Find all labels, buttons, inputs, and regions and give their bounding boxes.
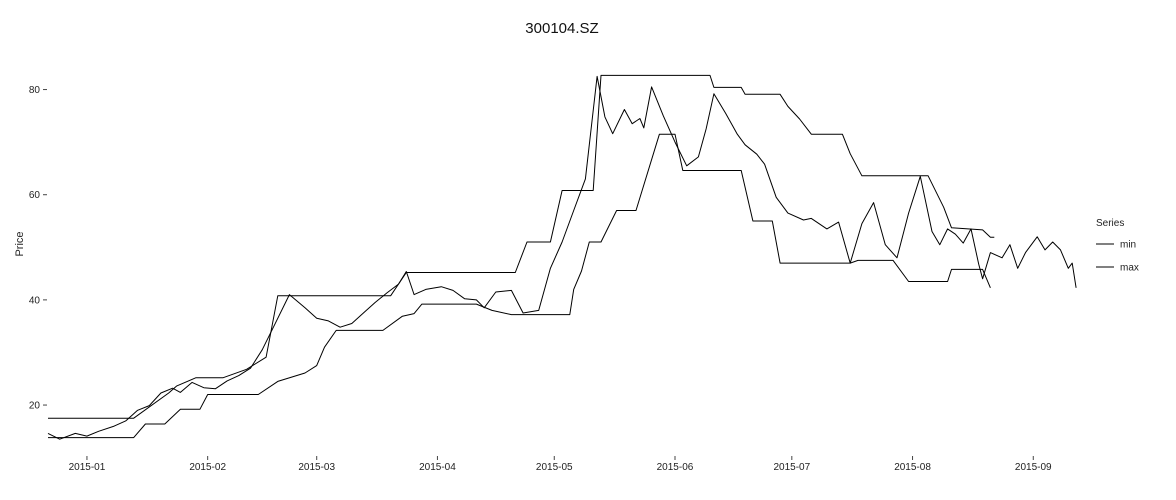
- series-line-max: [48, 133, 991, 439]
- y-axis: 20 40 60 80: [29, 85, 47, 412]
- x-axis: 2015-01 2015-02 2015-03 2015-04 2015-05 2015-…: [69, 456, 1052, 473]
- x-tick-label: 2015-04: [419, 462, 456, 473]
- x-tick-label: 2015-01: [69, 462, 106, 473]
- x-tick-label: 2015-06: [657, 462, 694, 473]
- x-tick-label: 2015-05: [536, 462, 573, 473]
- legend-label-max: max: [1120, 263, 1139, 274]
- y-tick-label: 60: [29, 190, 41, 201]
- x-tick-label: 2015-09: [1015, 462, 1052, 473]
- y-tick-label: 80: [29, 85, 41, 96]
- series-line-min: [48, 74, 995, 419]
- series-line-series-3: [47, 75, 1077, 440]
- legend: Series min max: [1096, 218, 1139, 274]
- x-tick-label: 2015-07: [773, 462, 810, 473]
- legend-title: Series: [1096, 218, 1124, 229]
- chart-title: 300104.SZ: [525, 20, 599, 37]
- y-tick-label: 40: [29, 295, 41, 306]
- x-tick-label: 2015-08: [894, 462, 931, 473]
- x-tick-label: 2015-02: [189, 462, 226, 473]
- x-tick-label: 2015-03: [298, 462, 335, 473]
- legend-label-min: min: [1120, 240, 1136, 251]
- y-tick-label: 20: [29, 401, 41, 412]
- y-axis-title: Price: [14, 231, 26, 256]
- plot-area: [47, 74, 1077, 440]
